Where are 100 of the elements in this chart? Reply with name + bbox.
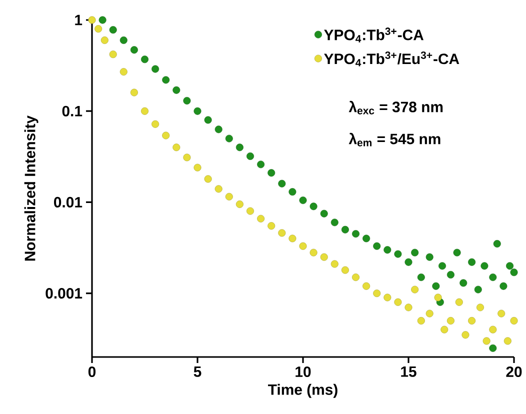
point <box>320 253 328 261</box>
point <box>183 96 191 104</box>
point <box>417 274 425 282</box>
point <box>468 317 476 324</box>
point <box>162 76 170 84</box>
point <box>362 234 370 242</box>
y-tick-label: 0.1 <box>62 106 82 116</box>
point <box>468 258 476 266</box>
y-tick-label: 1 <box>75 14 82 26</box>
point <box>204 116 212 124</box>
point <box>214 126 222 134</box>
point <box>310 202 318 210</box>
y-tick-label: 0.01 <box>54 196 82 208</box>
point <box>214 185 222 193</box>
point <box>411 286 419 294</box>
point <box>476 304 484 312</box>
x-tick-label: 15 <box>401 366 416 377</box>
point <box>506 262 514 270</box>
point <box>320 210 328 218</box>
point <box>100 36 108 44</box>
point <box>489 274 497 282</box>
point <box>288 234 296 242</box>
point <box>510 317 518 324</box>
point <box>498 310 506 318</box>
x-tick-label: 10 <box>296 366 311 378</box>
point <box>352 274 360 282</box>
point <box>225 192 233 200</box>
point <box>141 107 148 115</box>
point <box>204 175 212 183</box>
point <box>194 107 202 115</box>
point <box>310 248 318 256</box>
point <box>88 16 96 24</box>
point <box>152 65 160 73</box>
point <box>236 200 244 208</box>
point <box>500 282 508 290</box>
point <box>489 326 497 334</box>
point <box>510 268 518 276</box>
point <box>474 286 482 294</box>
point <box>341 266 349 274</box>
point <box>489 344 497 352</box>
legend-label: YPO$_{4}$:Tb$^{3+}$-CA <box>324 28 424 42</box>
point <box>432 282 440 290</box>
point <box>460 279 468 287</box>
point <box>257 160 265 168</box>
point <box>246 152 254 160</box>
point <box>109 26 117 34</box>
point <box>278 180 286 188</box>
point <box>268 169 276 177</box>
point <box>130 88 138 96</box>
point <box>257 214 265 222</box>
legend-label: YPO$_{4}$:Tb$^{3+}$/Eu$^{3+}$-CA <box>324 52 460 66</box>
point <box>384 294 392 302</box>
annotation: λ$_{exc}$ = 378 nm <box>348 100 443 114</box>
x-axis-title: Time (ms) <box>268 384 338 398</box>
point <box>98 16 106 24</box>
point <box>411 248 419 256</box>
point <box>373 290 381 298</box>
point <box>299 196 307 204</box>
point <box>109 50 117 58</box>
point <box>480 262 488 270</box>
point <box>462 331 470 339</box>
point <box>482 337 490 345</box>
point <box>362 282 370 290</box>
point <box>162 132 170 140</box>
point <box>236 144 244 152</box>
point <box>130 46 138 54</box>
y-tick-label: 0.001 <box>46 288 82 299</box>
point <box>373 242 381 250</box>
point <box>152 120 160 128</box>
point <box>446 317 454 324</box>
point <box>352 230 360 238</box>
point <box>172 144 180 152</box>
point <box>493 240 501 248</box>
point <box>455 298 463 306</box>
point <box>120 68 128 76</box>
point <box>299 242 307 250</box>
point <box>394 250 402 258</box>
point <box>446 270 454 278</box>
point <box>330 260 338 268</box>
point <box>246 207 254 215</box>
point <box>417 317 425 324</box>
point <box>194 164 202 172</box>
point <box>426 253 434 261</box>
point <box>183 154 191 162</box>
point <box>94 25 102 33</box>
point <box>225 134 233 142</box>
x-tick-label: 20 <box>506 366 522 378</box>
point <box>341 226 349 234</box>
point <box>278 229 286 237</box>
point <box>438 262 446 270</box>
annotation: λ$_{em}$ = 545 nm <box>348 132 440 146</box>
point <box>288 188 296 196</box>
point <box>426 310 434 318</box>
point <box>434 294 442 302</box>
point <box>404 258 412 266</box>
point <box>330 218 338 226</box>
point <box>120 36 128 44</box>
point <box>504 337 512 345</box>
y-axis-title: Normalized Intensity <box>24 116 38 261</box>
x-tick-label: 5 <box>194 366 202 377</box>
